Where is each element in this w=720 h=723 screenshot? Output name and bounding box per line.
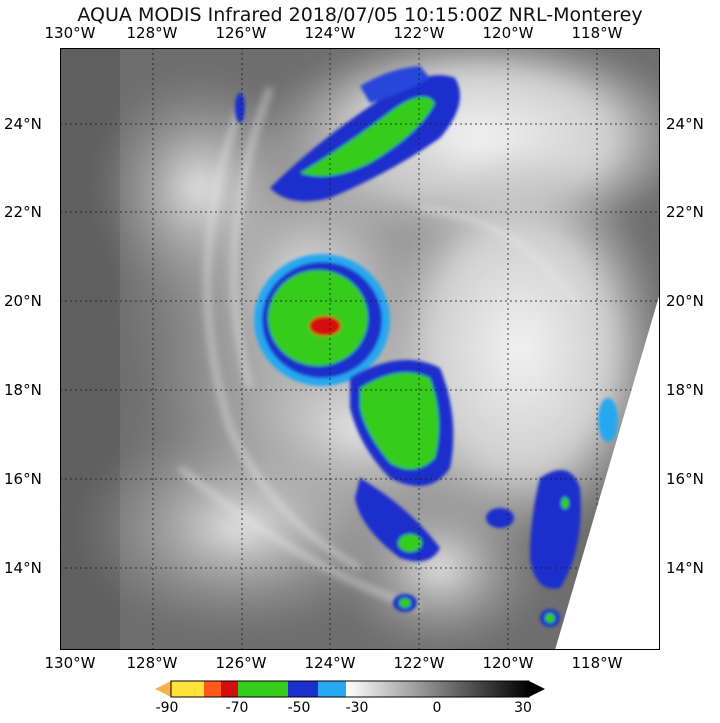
colorbar-tick-label: -50 <box>287 700 311 716</box>
lon-label-top: 118°W <box>571 24 623 42</box>
lat-label-right: 16°N <box>666 470 704 488</box>
lat-label-left: 24°N <box>4 115 42 133</box>
storm-core <box>254 254 390 386</box>
colorbar-segment <box>288 681 318 697</box>
image-title: AQUA MODIS Infrared 2018/07/05 10:15:00Z… <box>77 4 643 26</box>
lat-label-left: 22°N <box>4 203 42 221</box>
lon-label-bottom: 120°W <box>482 654 534 672</box>
infrared-satellite-map[interactable] <box>60 48 660 650</box>
lon-label-top: 128°W <box>126 24 178 42</box>
lon-label-bottom: 128°W <box>126 654 178 672</box>
lat-label-right: 14°N <box>666 559 704 577</box>
lat-label-right: 18°N <box>666 381 704 399</box>
lat-label-left: 16°N <box>4 470 42 488</box>
lat-label-left: 14°N <box>4 559 42 577</box>
lon-label-bottom: 126°W <box>215 654 267 672</box>
colorbar-extend-min <box>155 681 171 697</box>
colorbar-segment <box>221 681 238 697</box>
northern-convection-band <box>270 66 460 202</box>
lat-label-right: 24°N <box>666 115 704 133</box>
temperature-colorbar <box>155 680 545 698</box>
map-frame <box>60 48 660 650</box>
lon-label-top: 120°W <box>482 24 534 42</box>
map-gridlines <box>60 48 660 650</box>
no-data-region <box>555 293 660 650</box>
lon-label-top: 126°W <box>215 24 267 42</box>
lon-label-top: 124°W <box>304 24 356 42</box>
lon-label-top: 122°W <box>393 24 445 42</box>
colorbar-tick-label: -30 <box>345 700 369 716</box>
lat-label-right: 20°N <box>666 292 704 310</box>
colorbar-gray-ramp <box>346 681 529 697</box>
lat-label-left: 20°N <box>4 292 42 310</box>
colorbar-tick-label: -90 <box>155 700 179 716</box>
colorbar-tick-label: 30 <box>514 700 532 716</box>
lon-label-bottom: 122°W <box>393 654 445 672</box>
colorbar-segment <box>171 681 204 697</box>
southern-rainbands <box>350 360 560 627</box>
lon-label-bottom: 124°W <box>304 654 356 672</box>
colorbar-extend-max <box>529 681 545 697</box>
colorbar-tick-label: -70 <box>225 700 249 716</box>
colorbar-outline <box>170 680 530 698</box>
lon-label-bottom: 130°W <box>44 654 96 672</box>
colorbar-segment <box>318 681 346 697</box>
colorbar-segment <box>238 681 288 697</box>
lon-label-bottom: 118°W <box>571 654 623 672</box>
lon-label-top: 130°W <box>44 24 96 42</box>
lat-label-right: 22°N <box>666 203 704 221</box>
eastern-cloud-patches <box>235 93 618 589</box>
colorbar-tick-label: 0 <box>432 700 442 716</box>
spiral-cloud-bands <box>178 86 583 611</box>
colorbar-segment <box>204 681 221 697</box>
lat-label-left: 18°N <box>4 381 42 399</box>
